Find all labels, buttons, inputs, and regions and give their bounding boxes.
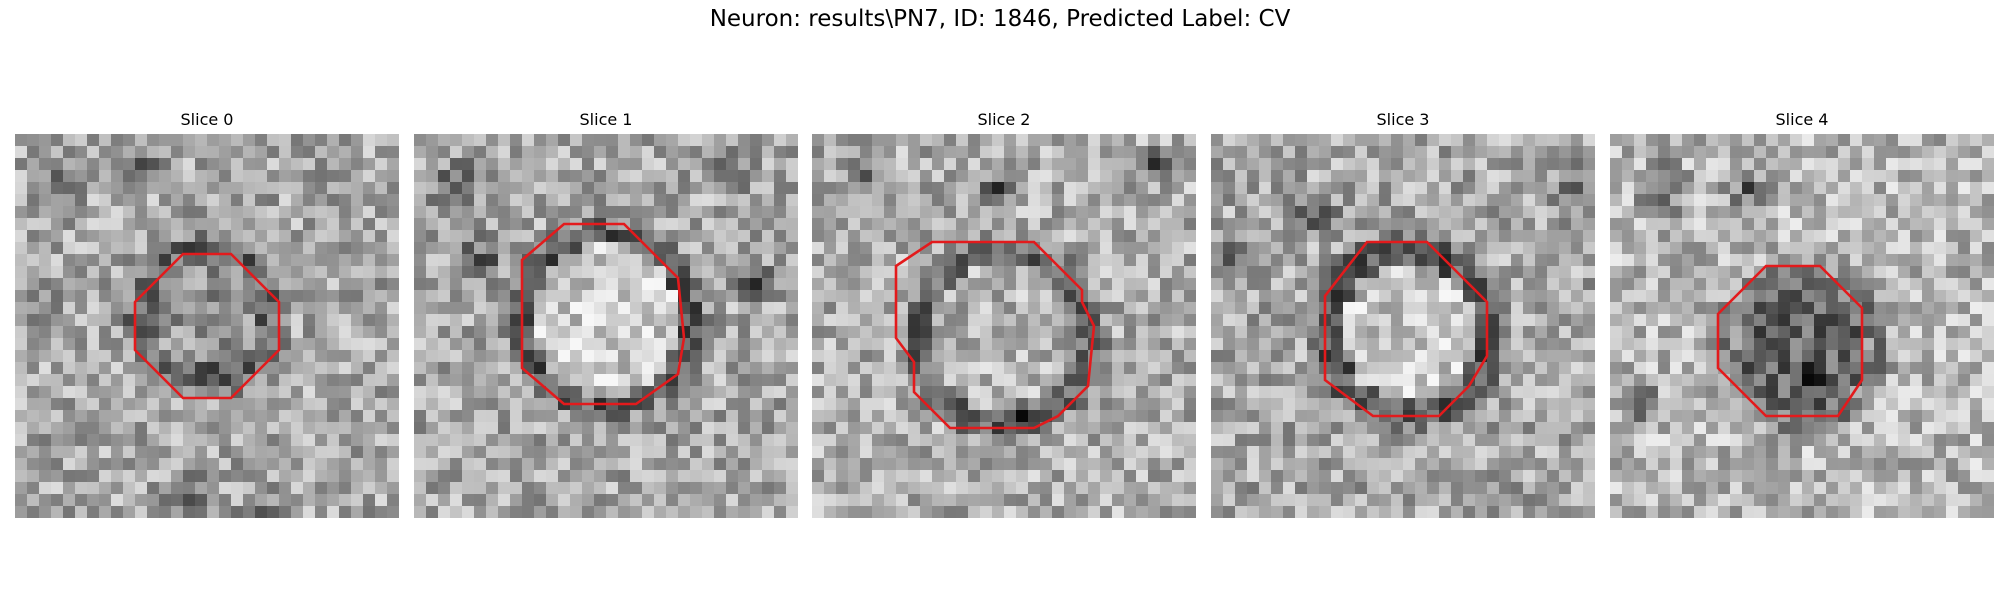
- slice-3-image: [1211, 134, 1595, 518]
- slice-3-overlay: [1323, 240, 1489, 418]
- slice-2-title: Slice 2: [977, 110, 1031, 129]
- slice-2-overlay: [894, 240, 1096, 430]
- slice-0-image: [15, 134, 399, 518]
- slice-0-overlay: [133, 252, 281, 400]
- slice-1-image: [414, 134, 798, 518]
- slice-2-contour: [894, 240, 1096, 430]
- slice-0-grayscale-texture: [15, 134, 399, 518]
- slice-0-title: Slice 0: [180, 110, 234, 129]
- figure-title: Neuron: results\PN7, ID: 1846, Predicted…: [709, 6, 1291, 32]
- slice-1-contour: [520, 222, 686, 406]
- slice-4-overlay: [1716, 264, 1864, 418]
- slice-1-grayscale-texture: [414, 134, 798, 518]
- slice-1-overlay: [520, 222, 686, 406]
- slice-3-title: Slice 3: [1376, 110, 1430, 129]
- slice-3-contour: [1323, 240, 1489, 418]
- slice-3-grayscale-texture: [1211, 134, 1595, 518]
- slice-4-grayscale-texture: [1610, 134, 1994, 518]
- slice-4-image: [1610, 134, 1994, 518]
- slice-4-contour: [1716, 264, 1864, 418]
- slice-1-title: Slice 1: [579, 110, 633, 129]
- slice-4-title: Slice 4: [1775, 110, 1829, 129]
- slice-0-contour: [133, 252, 281, 400]
- slice-2-image: [812, 134, 1196, 518]
- slice-2-grayscale-texture: [812, 134, 1196, 518]
